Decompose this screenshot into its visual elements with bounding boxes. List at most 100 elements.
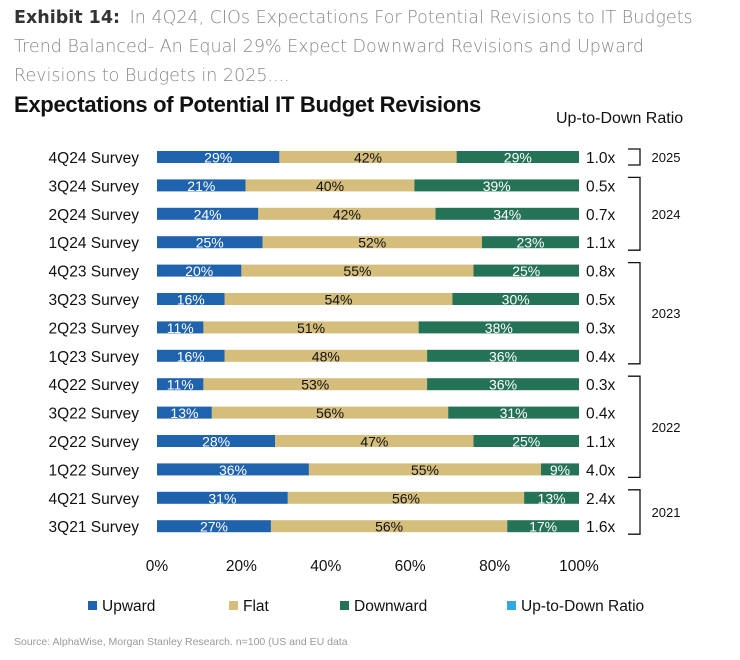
x-tick-label: 100% [559, 558, 599, 575]
exhibit-label: Exhibit 14: [14, 8, 121, 28]
bar-segment-flat [275, 435, 474, 447]
bar-segment-upward [157, 207, 259, 220]
bar-segment-flat [203, 378, 428, 391]
bar-segment-flat [211, 406, 449, 419]
source-note: Source: AlphaWise, Morgan Stanley Resear… [14, 636, 348, 648]
category-label: 3Q21 Survey [49, 519, 140, 536]
bar-segment-downward [427, 349, 579, 362]
bar-segment-upward [157, 236, 263, 249]
year-label: 2023 [652, 306, 681, 321]
bar-segment-downward [435, 207, 579, 220]
ratio-value: 2.4x [586, 491, 616, 508]
bar-segment-downward [427, 378, 579, 391]
data-label-downward: 25% [512, 434, 540, 450]
category-label: 3Q23 Survey [49, 292, 140, 309]
bar-segment-flat [279, 151, 457, 163]
data-label-downward: 36% [489, 377, 517, 393]
year-bracket [628, 148, 641, 166]
x-tick-label: 0% [146, 558, 169, 575]
ratio-value: 1.0x [586, 150, 616, 167]
year-label: 2021 [652, 505, 681, 520]
ratio-value: 0.8x [586, 264, 616, 281]
data-label-downward: 36% [489, 348, 517, 364]
bar-segment-flat [287, 491, 525, 504]
bar-segment-downward [507, 520, 579, 533]
bar-segment-upward [157, 151, 280, 163]
year-bracket [628, 375, 641, 479]
data-label-downward: 29% [504, 150, 532, 166]
bar-segment-upward [157, 264, 242, 277]
category-label: 1Q23 Survey [49, 349, 140, 366]
data-label-downward: 13% [538, 490, 566, 506]
category-label: 1Q22 Survey [49, 462, 140, 479]
category-label: 4Q22 Survey [49, 377, 140, 394]
bar-segment-upward [157, 321, 204, 334]
data-label-upward: 36% [219, 462, 247, 478]
year-label: 2022 [652, 420, 681, 435]
data-label-flat: 54% [324, 292, 352, 308]
data-label-upward: 28% [202, 434, 230, 450]
data-label-downward: 34% [493, 206, 521, 222]
legend-label-downward: Downward [354, 598, 427, 615]
category-label: 2Q24 Survey [49, 207, 140, 224]
data-label-upward: 11% [167, 377, 194, 393]
data-label-downward: 25% [512, 263, 540, 279]
data-label-upward: 21% [187, 178, 215, 194]
x-tick-label: 40% [310, 558, 341, 575]
bar-segment-flat [308, 463, 542, 476]
x-tick-label: 80% [479, 558, 510, 575]
data-label-upward: 13% [170, 405, 198, 421]
data-label-flat: 47% [360, 434, 388, 450]
data-label-flat: 56% [375, 519, 403, 535]
legend-swatch-upward [88, 601, 97, 610]
exhibit-caption: Exhibit 14: In 4Q24, CIOs Expectations F… [14, 4, 726, 91]
year-label: 2024 [652, 207, 681, 222]
bar-segment-flat [224, 349, 428, 362]
data-label-upward: 24% [194, 206, 222, 222]
data-label-upward: 31% [208, 490, 236, 506]
data-label-flat: 55% [343, 263, 371, 279]
bar-segment-upward [157, 435, 276, 447]
bar-segment-downward [541, 463, 579, 476]
bar-segment-upward [157, 349, 225, 362]
data-label-downward: 9% [550, 462, 570, 478]
data-label-flat: 42% [333, 206, 361, 222]
data-label-downward: 38% [485, 320, 513, 336]
year-bracket [628, 176, 641, 251]
data-label-downward: 30% [502, 292, 530, 308]
legend-label-ratio: Up-to-Down Ratio [521, 598, 644, 615]
ratio-value: 1.1x [586, 434, 616, 451]
ratio-value: 0.4x [586, 406, 616, 423]
bar-segment-downward [473, 435, 579, 447]
bar-segment-downward [473, 264, 579, 277]
ratio-value: 0.3x [586, 377, 616, 394]
category-label: 3Q24 Survey [49, 178, 140, 195]
ratio-value: 0.4x [586, 349, 616, 366]
bar-segment-upward [157, 378, 204, 391]
data-label-downward: 39% [483, 178, 511, 194]
bar-segment-downward [418, 321, 579, 334]
data-label-flat: 42% [354, 150, 382, 166]
data-label-upward: 16% [177, 292, 205, 308]
category-label: 2Q23 Survey [49, 320, 140, 337]
legend-swatch-ratio [507, 601, 516, 610]
bar-segment-flat [258, 207, 436, 220]
data-label-upward: 20% [185, 263, 213, 279]
data-label-downward: 23% [516, 235, 544, 251]
bar-segment-upward [157, 293, 225, 305]
legend-label-upward: Upward [102, 598, 155, 615]
ratio-value: 1.1x [586, 235, 616, 252]
category-label: 1Q24 Survey [49, 235, 140, 252]
data-label-upward: 29% [204, 150, 232, 166]
bar-segment-downward [481, 236, 579, 249]
data-label-downward: 31% [500, 405, 528, 421]
bar-segment-upward [157, 406, 212, 419]
ratio-value: 4.0x [586, 462, 616, 479]
bar-segment-upward [157, 491, 288, 504]
ratio-value: 0.5x [586, 292, 616, 309]
data-label-flat: 53% [301, 377, 329, 393]
legend-label-flat: Flat [243, 598, 270, 615]
bar-segment-upward [157, 520, 271, 533]
data-label-flat: 48% [312, 348, 340, 364]
bar-segment-downward [524, 491, 579, 504]
